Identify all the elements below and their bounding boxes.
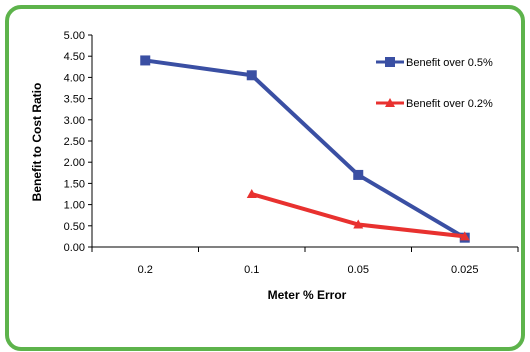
series-line (144, 58, 466, 240)
y-axis-title: Benefit to Cost Ratio (30, 83, 44, 202)
y-tick-label: 1.50 (64, 178, 85, 190)
y-tick-label: 0.50 (64, 221, 85, 233)
y-tick-label: 3.50 (64, 94, 85, 106)
series-2 (246, 189, 470, 241)
y-tick-label: 0.00 (64, 242, 85, 254)
legend-item: Benefit over 0.5% (376, 57, 493, 69)
x-tick-label: 0.1 (244, 264, 259, 276)
data-point (353, 169, 364, 180)
y-tick-label: 4.00 (64, 72, 85, 84)
y-tick-label: 4.50 (64, 51, 85, 63)
legend-label: Benefit over 0.5% (406, 57, 493, 69)
legend-label: Benefit over 0.2% (406, 98, 493, 110)
data-point (459, 231, 470, 241)
y-tick-label: 3.00 (64, 115, 85, 127)
legend-marker (385, 98, 395, 107)
y-tick-label: 2.50 (64, 136, 85, 148)
data-point (140, 55, 151, 66)
x-axis-title: Meter % Error (268, 288, 347, 302)
data-point (246, 70, 257, 81)
x-tick-label: 0.2 (138, 264, 153, 276)
data-point (353, 219, 364, 229)
x-tick-label: 0.05 (348, 264, 369, 276)
series-line (251, 192, 465, 239)
legend-item: Benefit over 0.2% (376, 98, 493, 110)
legend-marker (385, 57, 395, 67)
y-tick-label: 1.00 (64, 200, 85, 212)
data-point (246, 189, 257, 198)
series-1 (140, 55, 470, 243)
x-tick-label: 0.025 (451, 264, 479, 276)
y-tick-label: 5.00 (64, 30, 85, 42)
y-tick-label: 2.00 (64, 157, 85, 169)
